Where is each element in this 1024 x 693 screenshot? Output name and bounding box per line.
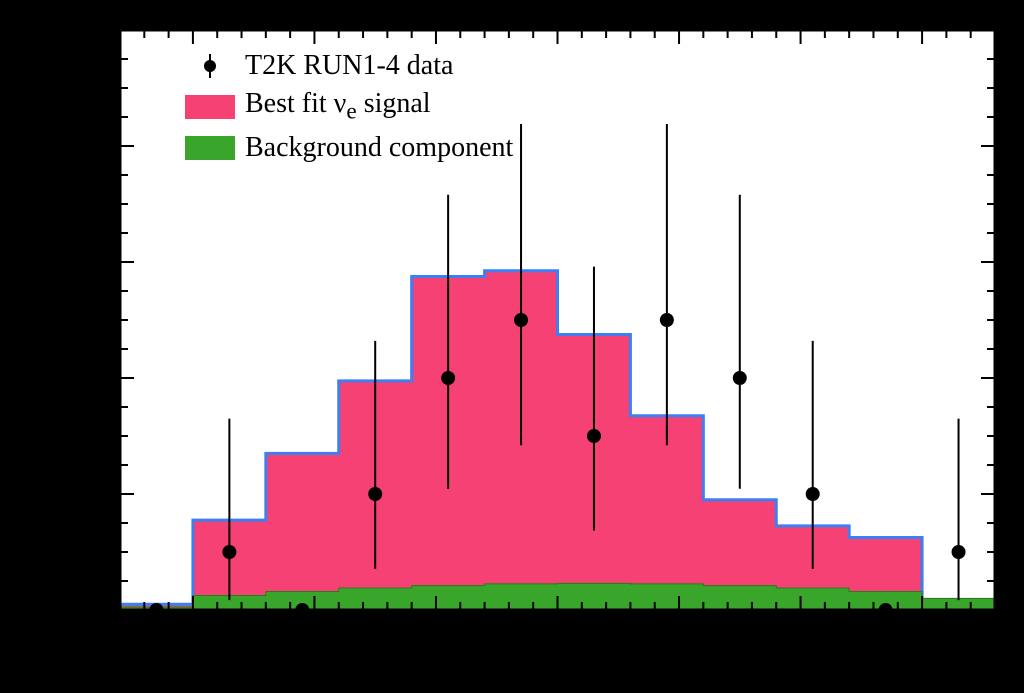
- legend-marker-icon: [185, 54, 235, 78]
- legend-label: Best fit νe signal: [245, 88, 431, 126]
- data-point: [514, 313, 528, 327]
- data-point: [733, 371, 747, 385]
- data-point: [952, 545, 966, 559]
- legend-item: Background component: [185, 132, 513, 164]
- legend-item: T2K RUN1-4 data: [185, 50, 513, 82]
- data-point: [441, 371, 455, 385]
- legend-swatch-icon: [185, 136, 235, 160]
- legend-label: T2K RUN1-4 data: [245, 50, 453, 82]
- data-point: [368, 487, 382, 501]
- data-point: [660, 313, 674, 327]
- data-point: [587, 429, 601, 443]
- data-point: [222, 545, 236, 559]
- legend-item: Best fit νe signal: [185, 88, 513, 126]
- legend-label: Background component: [245, 132, 513, 164]
- chart-legend: T2K RUN1-4 data Best fit νe signal Backgro…: [185, 50, 513, 170]
- legend-swatch-icon: [185, 95, 235, 119]
- data-point: [806, 487, 820, 501]
